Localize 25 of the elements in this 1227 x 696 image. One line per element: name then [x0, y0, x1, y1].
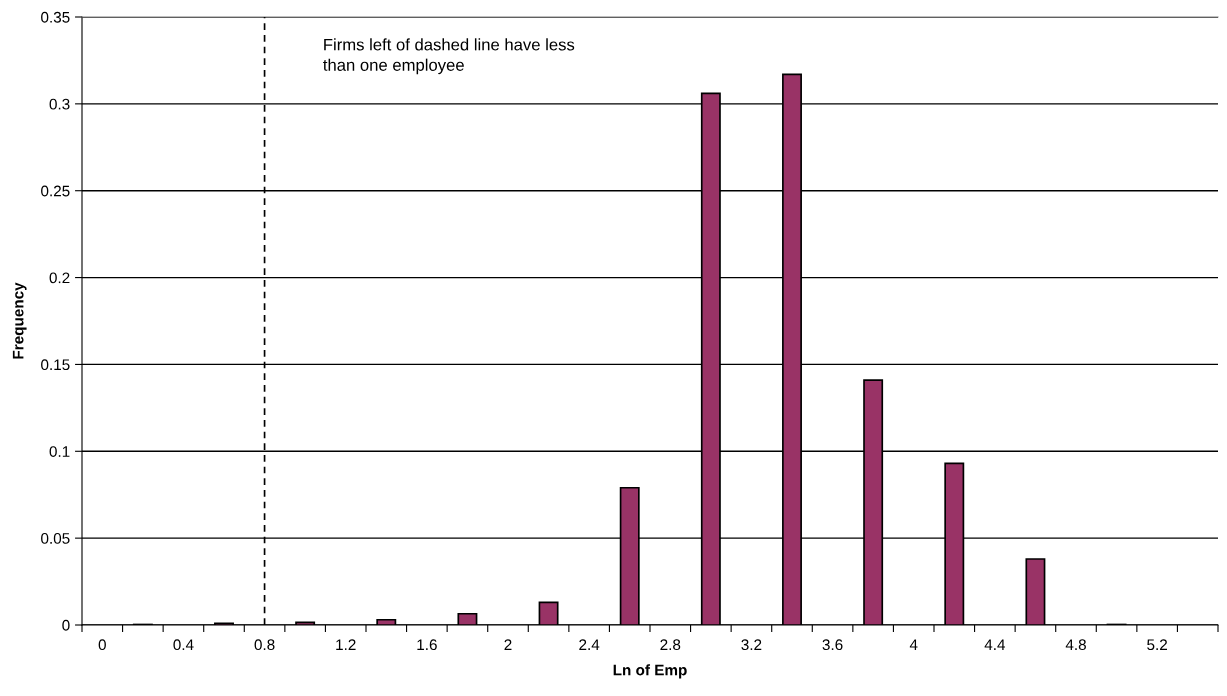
y-tick-label: 0.35	[41, 11, 70, 23]
y-tick-label: 0.05	[41, 533, 70, 544]
x-tick-label: 2.8	[660, 639, 681, 651]
x-tick-label: 3.6	[822, 639, 843, 651]
x-tick-label: 4	[909, 639, 918, 650]
x-tick-label: 1.2	[336, 639, 356, 650]
x-axis-title: Ln of Emp	[613, 664, 687, 679]
x-tick-label: 0.4	[173, 639, 194, 651]
x-tick-label: 5.2	[1147, 639, 1167, 651]
x-tick-label: 0.8	[254, 639, 275, 651]
y-tick-label: 0.3	[49, 98, 70, 110]
x-tick-label: 2.4	[579, 639, 600, 650]
y-tick-label: 0.1	[49, 446, 70, 457]
y-tick-label: 0.25	[41, 185, 70, 197]
y-tick-label: 0.2	[49, 272, 70, 284]
y-tick-label: 0.15	[41, 359, 70, 371]
x-tick-label: 0	[98, 639, 106, 651]
x-tick-label: 4.8	[1065, 639, 1086, 651]
x-tick-label: 3.2	[741, 639, 762, 651]
x-tick-label: 4.4	[984, 639, 1006, 650]
y-axis-title: Frequency	[12, 282, 27, 359]
x-tick-label: 1.6	[417, 639, 437, 651]
annotation: Firms left of dashed line have less than one employee	[323, 38, 575, 75]
y-tick-label: 0	[62, 619, 70, 631]
x-tick-label: 2	[504, 639, 512, 650]
